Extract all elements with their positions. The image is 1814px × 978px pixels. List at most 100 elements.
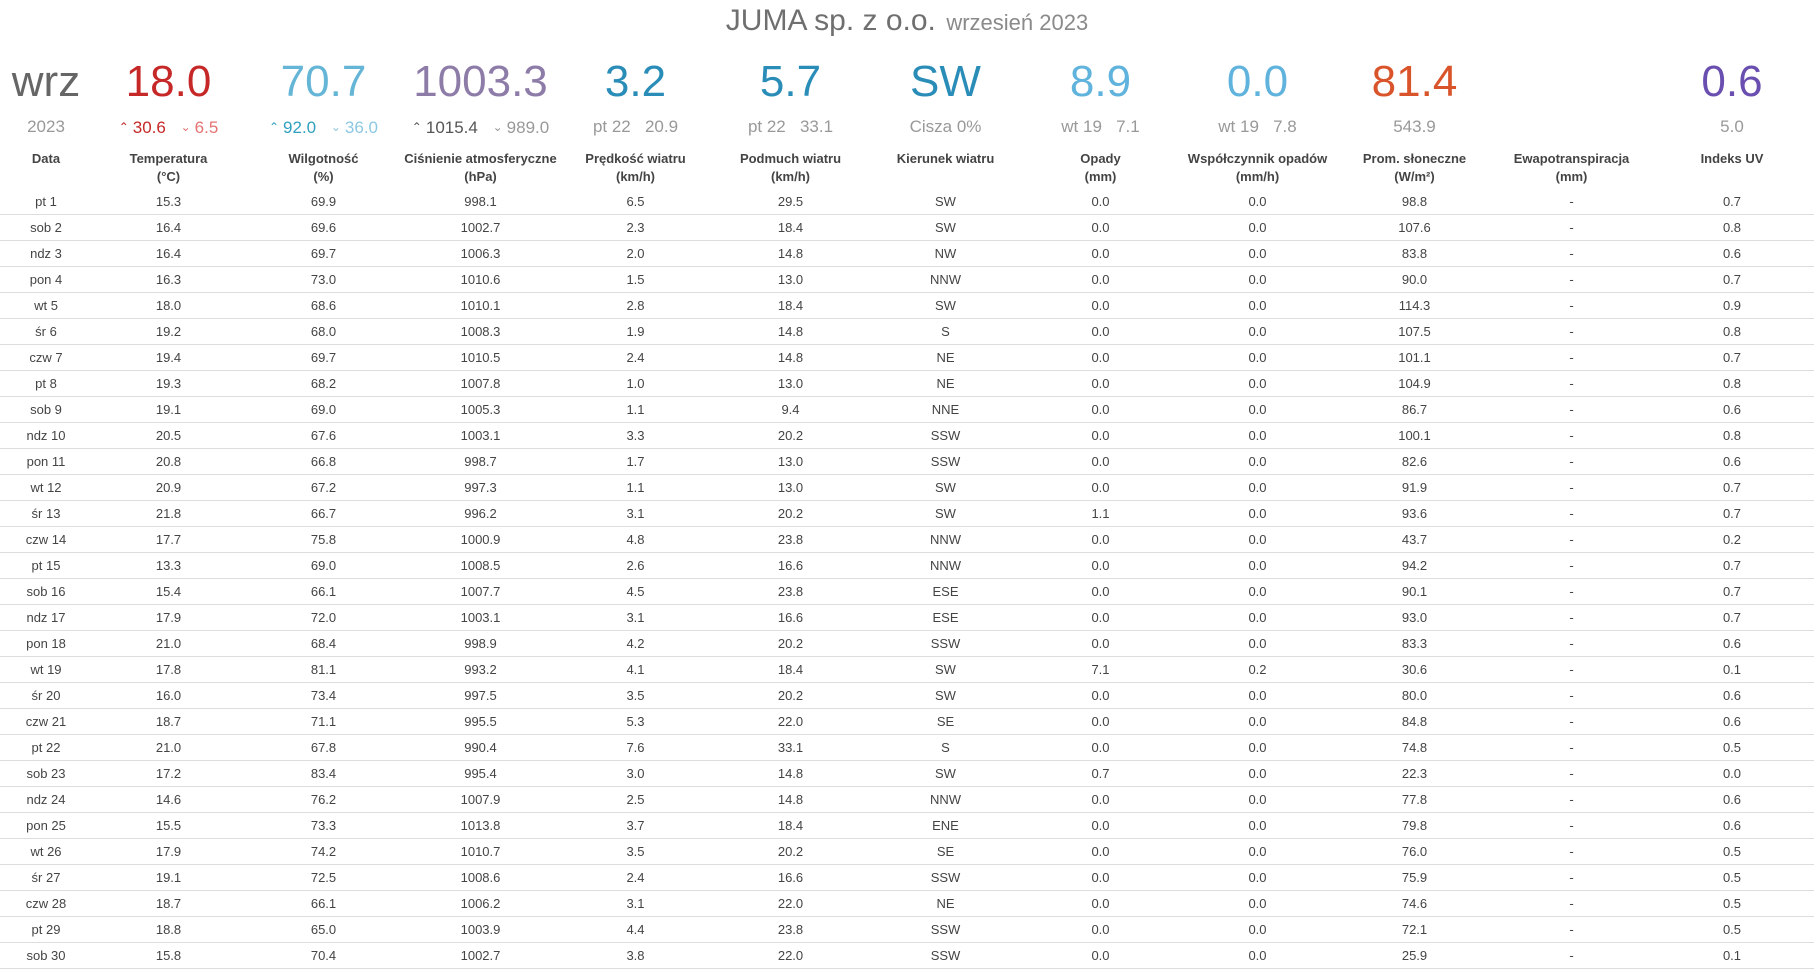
column-header: Temperatura (°C) xyxy=(92,150,245,186)
table-cell: 1006.2 xyxy=(460,896,501,911)
column-header-unit: (km/h) xyxy=(771,169,810,184)
summary-bar: wrz 2023 18.0 ⌃ 30.6 ⌄ 6.5 70.7 ⌃ 92.0 ⌄ 36.… xyxy=(0,56,1814,137)
table-cell: 19.3 xyxy=(155,376,182,391)
table-cell: 1008.5 xyxy=(460,558,501,573)
table-cell: 0.0 xyxy=(1248,298,1267,313)
table-cell: pon 4 xyxy=(29,272,63,287)
summary-rain-rate: 0.0 wt 19 7.8 xyxy=(1179,56,1336,137)
table-cell: 0.7 xyxy=(1722,480,1742,495)
table-cell: 4.5 xyxy=(626,584,645,599)
table-cell: 0.7 xyxy=(1722,350,1742,365)
table-cell: 16.0 xyxy=(155,688,182,703)
table-cell: 993.2 xyxy=(464,662,497,677)
table-cell: 90.0 xyxy=(1401,272,1428,287)
column-header: Wilgotność (%) xyxy=(245,150,402,186)
table-cell: 1.1 xyxy=(626,480,645,495)
table-cell: 16.4 xyxy=(155,246,182,261)
table-cell: 83.4 xyxy=(310,766,337,781)
column-header-label: Kierunek wiatru xyxy=(896,151,995,166)
table-cell: 1010.7 xyxy=(460,844,501,859)
table-row: pt 29 18.8 65.0 1003.9 4.4 23.8 SSW 0.0 0.0 72.1 -… xyxy=(0,917,1814,943)
table-cell: 995.5 xyxy=(464,714,497,729)
table-cell: 6.5 xyxy=(626,194,645,209)
table-cell: 23.8 xyxy=(777,532,804,547)
table-cell: 81.1 xyxy=(310,662,337,677)
table-cell: NNE xyxy=(931,402,960,417)
table-cell: 2.0 xyxy=(626,246,645,261)
summary-et-sub xyxy=(1493,117,1650,137)
summary-month: wrz 2023 xyxy=(0,56,92,137)
table-cell: 0.2 xyxy=(1722,532,1742,547)
summary-wind-dir-value: SW xyxy=(910,57,981,106)
table-cell: 80.0 xyxy=(1401,688,1428,703)
table-cell: 18.0 xyxy=(155,298,182,313)
table-row: śr 13 21.8 66.7 996.2 3.1 20.2 SW 1.1 0.0 93.6 - 0.… xyxy=(0,501,1814,527)
table-row: ndz 10 20.5 67.6 1003.1 3.3 20.2 SSW 0.0 0.0 100.… xyxy=(0,423,1814,449)
table-cell: 30.6 xyxy=(1401,662,1428,677)
table-cell: 74.2 xyxy=(310,844,337,859)
table-cell: 0.0 xyxy=(1248,714,1267,729)
table-cell: 0.6 xyxy=(1722,792,1742,807)
table-cell: 73.3 xyxy=(310,818,337,833)
summary-et-value xyxy=(1493,56,1650,108)
table-cell: 0.6 xyxy=(1722,818,1742,833)
table-cell: 0.0 xyxy=(1091,480,1110,495)
table-cell: ndz 24 xyxy=(26,792,66,807)
table-cell: 14.8 xyxy=(777,350,804,365)
table-cell: - xyxy=(1569,948,1574,963)
table-row: śr 27 19.1 72.5 1008.6 2.4 16.6 SSW 0.0 0.0 75.9 -… xyxy=(0,865,1814,891)
table-cell: 7.1 xyxy=(1091,662,1110,677)
table-cell: 107.5 xyxy=(1398,324,1431,339)
table-cell: 66.1 xyxy=(310,896,337,911)
table-cell: 18.4 xyxy=(777,662,804,677)
table-cell: - xyxy=(1569,558,1574,573)
table-cell: - xyxy=(1569,740,1574,755)
table-cell: 72.5 xyxy=(310,870,337,885)
table-cell: 0.0 xyxy=(1248,948,1267,963)
table-cell: 1003.9 xyxy=(460,922,501,937)
summary-humidity-min: 36.0 xyxy=(344,118,379,137)
table-cell: NE xyxy=(936,376,955,391)
company-name: JUMA sp. z o.o. xyxy=(725,4,936,37)
summary-uv: 0.6 5.0 xyxy=(1650,56,1814,137)
table-cell: 3.5 xyxy=(626,844,645,859)
table-cell: 0.7 xyxy=(1722,506,1742,521)
column-header: Prom. słoneczne (W/m²) xyxy=(1336,150,1493,186)
table-row: sob 30 15.8 70.4 1002.7 3.8 22.0 SSW 0.0 0.0 25.9… xyxy=(0,943,1814,969)
table-cell: 0.0 xyxy=(1248,246,1267,261)
table-cell: 0.0 xyxy=(1091,324,1110,339)
column-header-unit: (°C) xyxy=(156,169,181,184)
table-cell: 0.7 xyxy=(1722,194,1742,209)
table-cell: 1006.3 xyxy=(460,246,501,261)
table-cell: 98.8 xyxy=(1401,194,1428,209)
table-cell: 13.0 xyxy=(777,480,804,495)
summary-wind-speed-value: 3.2 xyxy=(604,57,667,106)
table-cell: 14.6 xyxy=(155,792,182,807)
table-cell: 1.0 xyxy=(626,376,645,391)
table-cell: 0.6 xyxy=(1722,402,1742,417)
table-cell: 20.2 xyxy=(777,636,804,651)
table-cell: SSW xyxy=(930,454,961,469)
table-cell: 83.8 xyxy=(1401,246,1428,261)
table-cell: NW xyxy=(934,246,957,261)
summary-wind-gust-value: 5.7 xyxy=(759,57,822,106)
table-cell: 3.3 xyxy=(626,428,645,443)
table-cell: 69.7 xyxy=(310,350,337,365)
table-cell: - xyxy=(1569,246,1574,261)
chevron-down-icon: ⌄ xyxy=(330,120,341,134)
table-cell: czw 21 xyxy=(25,714,67,729)
table-cell: 43.7 xyxy=(1401,532,1428,547)
column-header: Współczynnik opadów (mm/h) xyxy=(1179,150,1336,186)
table-row: wt 19 17.8 81.1 993.2 4.1 18.4 SW 7.1 0.2 30.6 - 0.… xyxy=(0,657,1814,683)
table-cell: sob 23 xyxy=(26,766,66,781)
table-cell: 75.9 xyxy=(1401,870,1428,885)
table-cell: 996.2 xyxy=(464,506,497,521)
table-cell: SE xyxy=(936,844,955,859)
column-header-unit: (mm) xyxy=(1084,169,1117,184)
column-header-label: Wilgotność xyxy=(288,151,359,166)
table-cell: 0.0 xyxy=(1091,870,1110,885)
table-cell: 4.8 xyxy=(626,532,645,547)
table-cell: 21.8 xyxy=(155,506,182,521)
table-cell: ENE xyxy=(932,818,959,833)
